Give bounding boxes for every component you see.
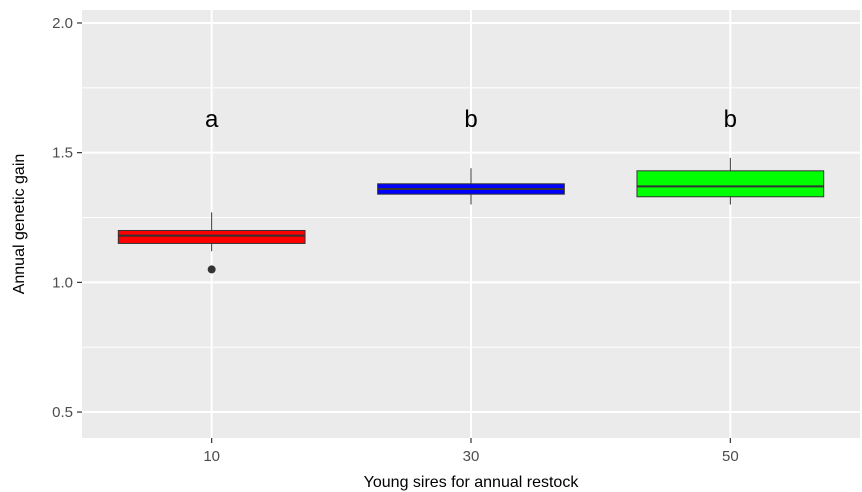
- x-axis-title: Young sires for annual restock: [364, 474, 580, 491]
- box-10: [117, 229, 306, 244]
- group-letter: a: [205, 106, 219, 133]
- y-tick-label: 0.5: [52, 404, 73, 421]
- x-tick-label: 30: [463, 448, 480, 465]
- whiskers: [211, 157, 731, 252]
- boxes: [117, 170, 825, 274]
- x-axis: 10 30 50: [203, 438, 739, 465]
- outlier-point: [207, 265, 216, 274]
- y-tick-label: 1.0: [52, 274, 73, 291]
- grid-lines: [82, 10, 860, 438]
- y-tick-label: 1.5: [52, 145, 73, 162]
- group-letter: b: [464, 106, 477, 133]
- y-tick-label: 2.0: [52, 15, 73, 32]
- box-50: [636, 170, 825, 198]
- group-letter: b: [724, 106, 737, 133]
- x-tick-label: 50: [722, 448, 739, 465]
- x-tick-label: 10: [203, 448, 220, 465]
- y-axis-title: Annual genetic gain: [11, 154, 28, 295]
- y-axis: 0.5 1.0 1.5 2.0: [52, 15, 82, 421]
